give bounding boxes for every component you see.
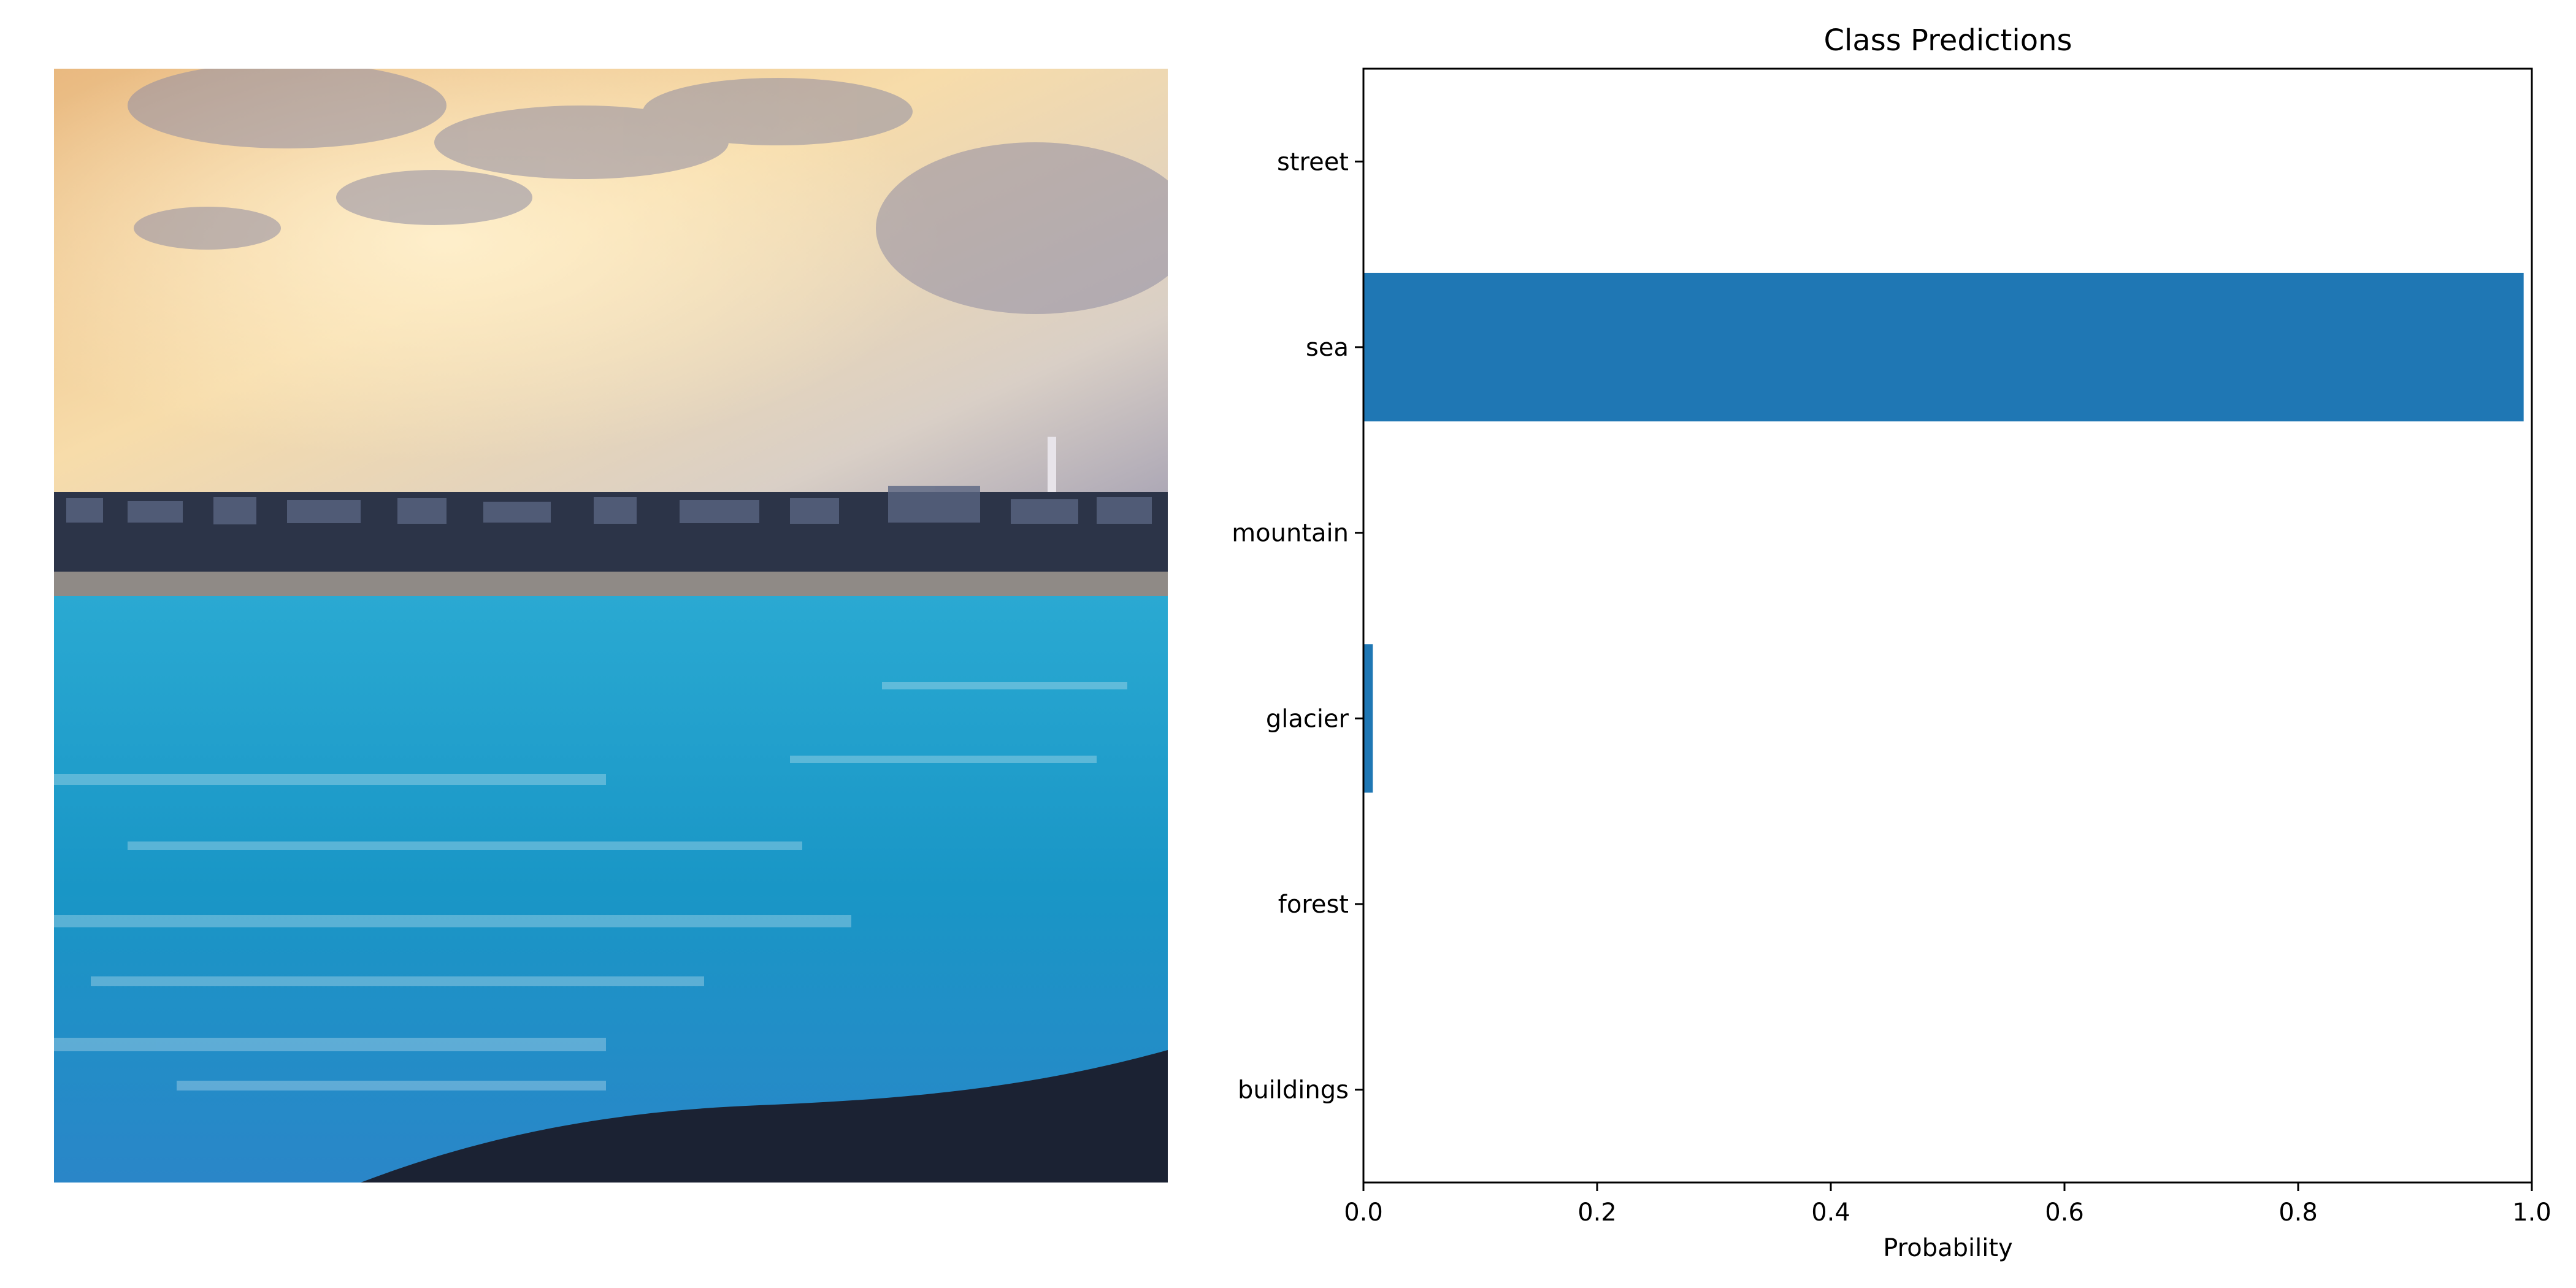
axes-frame — [1362, 67, 2533, 1184]
input-image — [54, 69, 1168, 1183]
x-tick-label: 0.8 — [2279, 1198, 2318, 1227]
y-tick-label: mountain — [1232, 519, 1349, 548]
x-tick-label: 0.6 — [2045, 1198, 2084, 1227]
y-tick-label: sea — [1306, 334, 1349, 362]
seascape-photo-icon — [54, 69, 1168, 1183]
y-tick-label: street — [1277, 148, 1349, 176]
y-axis-ticks: buildings forest glacier mountain sea street — [1232, 148, 1363, 1105]
bars-group — [1363, 272, 2524, 793]
x-tick-label: 0.4 — [1811, 1198, 1850, 1227]
x-tick-label: 0.2 — [1577, 1198, 1617, 1227]
bar-sea — [1363, 272, 2524, 422]
x-axis-label: Probability — [1883, 1234, 2012, 1262]
x-tick-label: 0.0 — [1344, 1198, 1383, 1227]
x-tick-label: 1.0 — [2512, 1198, 2551, 1227]
x-axis-ticks: 0.0 0.2 0.4 0.6 0.8 1.0 — [1344, 1183, 2551, 1227]
y-tick-label: forest — [1278, 891, 1349, 919]
y-tick-label: glacier — [1266, 705, 1349, 733]
y-tick-label: buildings — [1238, 1076, 1349, 1105]
chart-title: Class Predictions — [1824, 23, 2072, 58]
bar-glacier — [1363, 644, 1373, 793]
